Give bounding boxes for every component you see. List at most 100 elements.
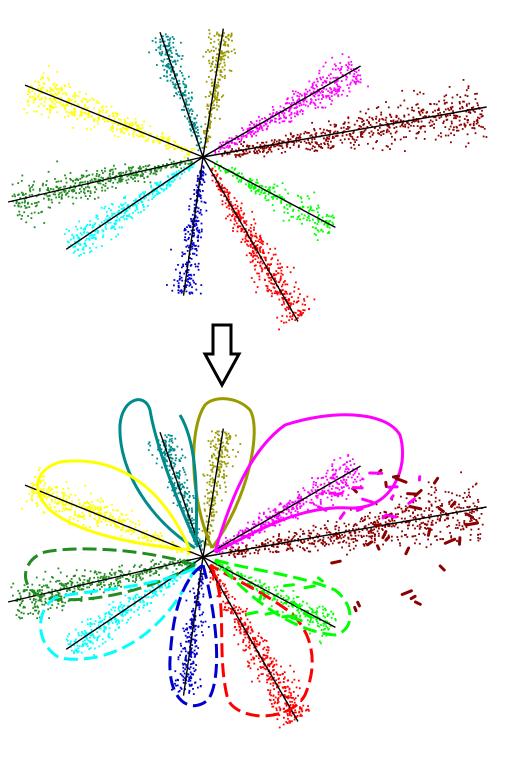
cluster-point xyxy=(93,236,96,239)
cluster-point xyxy=(242,129,245,132)
cluster-point xyxy=(173,174,176,177)
cluster-point xyxy=(88,99,91,102)
cluster-point xyxy=(74,179,77,181)
cluster-point xyxy=(221,95,223,98)
cluster-point xyxy=(134,522,137,525)
cluster-point xyxy=(347,138,350,140)
cluster-point xyxy=(224,41,227,43)
cluster-point xyxy=(265,524,267,527)
cluster-point xyxy=(278,513,281,516)
cluster-point xyxy=(54,97,57,100)
cluster-point xyxy=(290,302,292,305)
cluster-point xyxy=(73,101,76,103)
cluster-point xyxy=(235,222,238,225)
cluster-point xyxy=(320,146,322,149)
cluster-point xyxy=(43,222,46,224)
cluster-point xyxy=(301,313,303,316)
cluster-point xyxy=(286,266,289,268)
cluster-point xyxy=(335,134,338,137)
cluster-point xyxy=(386,124,389,127)
cluster-point xyxy=(92,510,95,513)
cluster-point xyxy=(54,501,56,504)
cluster-point xyxy=(210,485,213,487)
cluster-point xyxy=(74,100,77,103)
cluster-point xyxy=(202,172,205,174)
cluster-point xyxy=(319,102,322,104)
cluster-point xyxy=(208,504,211,507)
cluster-point xyxy=(299,502,301,505)
cluster-point xyxy=(86,198,89,200)
cluster-point xyxy=(193,125,196,127)
cluster-point xyxy=(211,81,214,84)
cluster-point xyxy=(212,466,215,469)
cluster-point xyxy=(19,197,22,199)
cluster-point xyxy=(151,193,154,196)
cluster-point xyxy=(404,123,407,126)
cluster-point xyxy=(219,484,221,487)
cluster-point xyxy=(361,477,364,480)
cluster-point xyxy=(260,127,263,130)
cluster-point xyxy=(419,114,422,116)
cluster-point xyxy=(244,222,247,224)
cluster-point xyxy=(170,161,173,164)
cluster-point xyxy=(229,204,231,207)
cluster-point xyxy=(168,448,171,451)
cluster-point xyxy=(203,130,205,132)
cluster-point xyxy=(354,83,357,85)
cluster-point xyxy=(320,132,323,135)
cluster-point xyxy=(89,251,91,254)
cluster-point xyxy=(208,59,210,62)
cluster-point xyxy=(117,509,119,512)
cluster-point xyxy=(209,122,211,124)
cluster-point xyxy=(340,67,342,70)
cluster-point xyxy=(47,187,49,189)
cluster-point xyxy=(418,131,420,133)
cluster-point xyxy=(433,127,435,129)
cluster-point xyxy=(184,227,186,230)
cluster-point xyxy=(95,512,98,514)
cluster-point xyxy=(280,145,283,147)
cluster-point xyxy=(270,146,272,148)
cluster-point xyxy=(340,486,343,489)
cluster-point xyxy=(69,185,72,188)
cluster-point xyxy=(459,107,461,110)
cluster-point xyxy=(130,509,133,512)
cluster-point xyxy=(273,287,276,289)
cluster-point xyxy=(360,132,362,135)
cluster-point xyxy=(351,458,354,461)
cluster-point xyxy=(251,185,253,187)
cluster-point xyxy=(219,148,222,151)
cluster-point xyxy=(225,537,227,539)
cluster-point xyxy=(85,186,87,189)
cluster-point xyxy=(173,143,176,146)
cluster-point xyxy=(353,80,356,83)
cluster-point xyxy=(222,542,225,544)
cluster-point xyxy=(104,505,107,508)
cluster-point xyxy=(199,545,202,548)
cluster-point xyxy=(251,243,253,246)
cluster-point xyxy=(114,167,117,170)
cluster-point xyxy=(183,506,185,509)
cluster-point xyxy=(132,212,134,214)
cluster-point xyxy=(172,165,174,168)
cluster-point xyxy=(69,177,72,180)
cluster-point xyxy=(188,490,190,493)
cluster-point xyxy=(352,474,355,476)
cluster-point xyxy=(189,283,192,286)
cluster-point xyxy=(245,220,248,223)
cluster-point xyxy=(302,110,304,113)
cluster-point xyxy=(332,135,334,138)
cluster-point xyxy=(111,203,114,206)
cluster-point xyxy=(88,514,91,516)
cluster-point xyxy=(298,102,301,105)
cluster-point xyxy=(421,111,424,114)
cluster-point xyxy=(87,232,90,234)
cluster-point xyxy=(101,229,104,232)
cluster-point xyxy=(334,135,337,138)
cluster-point xyxy=(167,35,169,38)
cluster-point xyxy=(259,150,261,153)
cluster-point xyxy=(253,150,255,153)
cluster-point xyxy=(315,134,317,137)
cluster-point xyxy=(33,226,36,229)
cluster-point xyxy=(463,122,466,125)
